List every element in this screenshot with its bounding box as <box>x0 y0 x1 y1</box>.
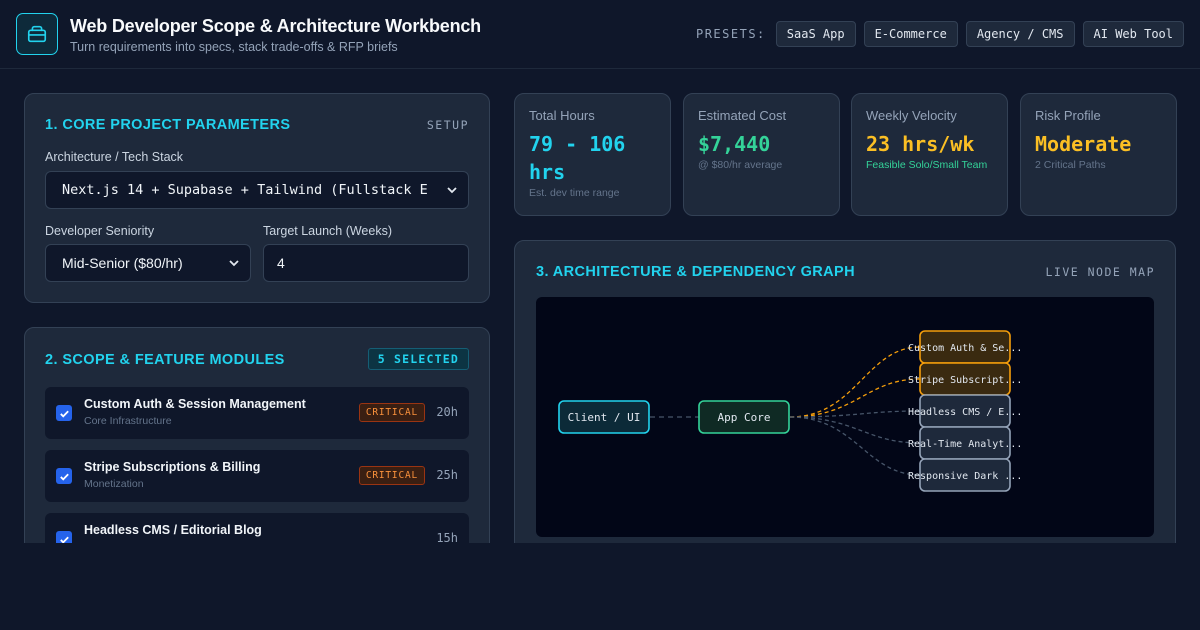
setup-tag: SETUP <box>426 118 469 132</box>
dependency-graph-panel: 3. ARCHITECTURE & DEPENDENCY GRAPH LIVE … <box>514 240 1176 580</box>
app-title: Web Developer Scope & Architecture Workb… <box>70 16 481 36</box>
feature-item-stripe[interactable]: Stripe Subscriptions & Billing Monetizat… <box>45 450 469 502</box>
chevron-down-icon <box>229 260 239 267</box>
preset-agency-cms-button[interactable]: Agency / CMS <box>965 21 1075 47</box>
tech-stack-select[interactable]: Next.js 14 + Supabase + Tailwind (Fullst… <box>45 171 469 209</box>
app-header: Web Developer Scope & Architecture Workb… <box>0 0 1200 69</box>
preset-ai-web-tool-button[interactable]: AI Web Tool <box>1082 21 1184 47</box>
stat-note: @ $80/hr average <box>698 159 783 171</box>
feature-hours: 25h <box>436 468 458 482</box>
stat-note: Est. dev time range <box>529 187 620 199</box>
scope-panel: 2. SCOPE & FEATURE MODULES 5 SELECTED Cu… <box>24 327 490 587</box>
launch-weeks-value: 4 <box>277 255 285 271</box>
feature-category: Core Infrastructure <box>84 415 172 427</box>
edge-core-module <box>789 410 921 418</box>
edge-core-module <box>789 378 921 418</box>
dependency-graph[interactable]: Client / UI App Core Custom Auth & Se...… <box>536 297 1154 537</box>
stat-note: Feasible Solo/Small Team <box>866 159 988 171</box>
feature-checkbox[interactable] <box>56 405 72 421</box>
page-background <box>0 543 1200 630</box>
total-hours-value: 79 - 106 hrs <box>529 132 626 184</box>
feature-name: Stripe Subscriptions & Billing <box>84 460 261 474</box>
edge-core-module <box>789 416 921 476</box>
feature-checkbox[interactable] <box>56 468 72 484</box>
stat-note: 2 Critical Paths <box>1035 159 1106 171</box>
stack-label: Architecture / Tech Stack <box>45 150 184 164</box>
node-client-ui[interactable]: Client / UI <box>558 400 650 434</box>
feature-name: Custom Auth & Session Management <box>84 397 306 411</box>
live-node-map-tag: LIVE NODE MAP <box>1045 265 1155 279</box>
risk-profile-card: Risk Profile Moderate 2 Critical Paths <box>1020 93 1177 216</box>
node-module-stripe[interactable]: Stripe Subscript... <box>908 362 1022 396</box>
stat-label: Weekly Velocity <box>866 108 957 123</box>
node-module-analytics[interactable]: Real-Time Analyt... <box>908 426 1022 460</box>
node-module-dark-mode[interactable]: Responsive Dark ... <box>908 458 1022 492</box>
panel-title: 3. ARCHITECTURE & DEPENDENCY GRAPH <box>536 264 855 280</box>
package-icon <box>16 13 58 55</box>
node-label: Real-Time Analyt... <box>908 439 1022 450</box>
launch-weeks-input[interactable]: 4 <box>263 244 469 282</box>
check-icon <box>59 473 69 481</box>
critical-badge: CRITICAL <box>358 403 425 422</box>
feature-category: Monetization <box>84 478 144 490</box>
app-subtitle: Turn requirements into specs, stack trad… <box>70 40 398 54</box>
seniority-label: Developer Seniority <box>45 224 155 238</box>
seniority-value: Mid-Senior ($80/hr) <box>62 255 183 271</box>
core-parameters-panel: 1. CORE PROJECT PARAMETERS SETUP Archite… <box>24 93 490 303</box>
feature-hours: 20h <box>436 405 458 419</box>
launch-label: Target Launch (Weeks) <box>263 224 392 238</box>
stat-label: Estimated Cost <box>698 108 787 123</box>
critical-badge: CRITICAL <box>358 466 425 485</box>
presets-label: PRESETS: <box>695 27 766 41</box>
presets-bar: PRESETS: SaaS App E-Commerce Agency / CM… <box>696 21 1184 47</box>
node-label: App Core <box>718 411 771 424</box>
node-label: Headless CMS / E... <box>908 407 1022 418</box>
feature-item-auth[interactable]: Custom Auth & Session Management Core In… <box>45 387 469 439</box>
stat-label: Risk Profile <box>1035 108 1101 123</box>
check-icon <box>59 410 69 418</box>
stat-label: Total Hours <box>529 108 595 123</box>
edge-core-module <box>789 346 921 418</box>
node-module-cms[interactable]: Headless CMS / E... <box>908 394 1022 428</box>
edge-core-module <box>789 416 921 444</box>
preset-saas-button[interactable]: SaaS App <box>775 21 856 47</box>
panel-title: 1. CORE PROJECT PARAMETERS <box>45 117 291 133</box>
node-label: Custom Auth & Se... <box>908 343 1022 354</box>
velocity-value: 23 hrs/wk <box>866 132 975 156</box>
panel-title: 2. SCOPE & FEATURE MODULES <box>45 352 285 368</box>
node-label: Stripe Subscript... <box>908 375 1022 386</box>
feature-name: Headless CMS / Editorial Blog <box>84 523 262 537</box>
node-label: Responsive Dark ... <box>908 471 1022 482</box>
tech-stack-value: Next.js 14 + Supabase + Tailwind (Fullst… <box>62 182 428 198</box>
feature-hours: 15h <box>436 531 458 545</box>
estimated-cost-card: Estimated Cost $7,440 @ $80/hr average <box>683 93 840 216</box>
seniority-select[interactable]: Mid-Senior ($80/hr) <box>45 244 251 282</box>
check-icon <box>59 536 69 544</box>
weekly-velocity-card: Weekly Velocity 23 hrs/wk Feasible Solo/… <box>851 93 1008 216</box>
chevron-down-icon <box>447 187 457 194</box>
node-label: Client / UI <box>568 411 641 424</box>
preset-ecommerce-button[interactable]: E-Commerce <box>863 21 958 47</box>
selected-count-badge: 5 SELECTED <box>367 348 469 370</box>
node-module-auth[interactable]: Custom Auth & Se... <box>908 330 1022 364</box>
total-hours-card: Total Hours 79 - 106 hrs Est. dev time r… <box>514 93 671 216</box>
risk-value: Moderate <box>1035 132 1132 156</box>
cost-value: $7,440 <box>698 132 771 156</box>
node-app-core[interactable]: App Core <box>698 400 790 434</box>
